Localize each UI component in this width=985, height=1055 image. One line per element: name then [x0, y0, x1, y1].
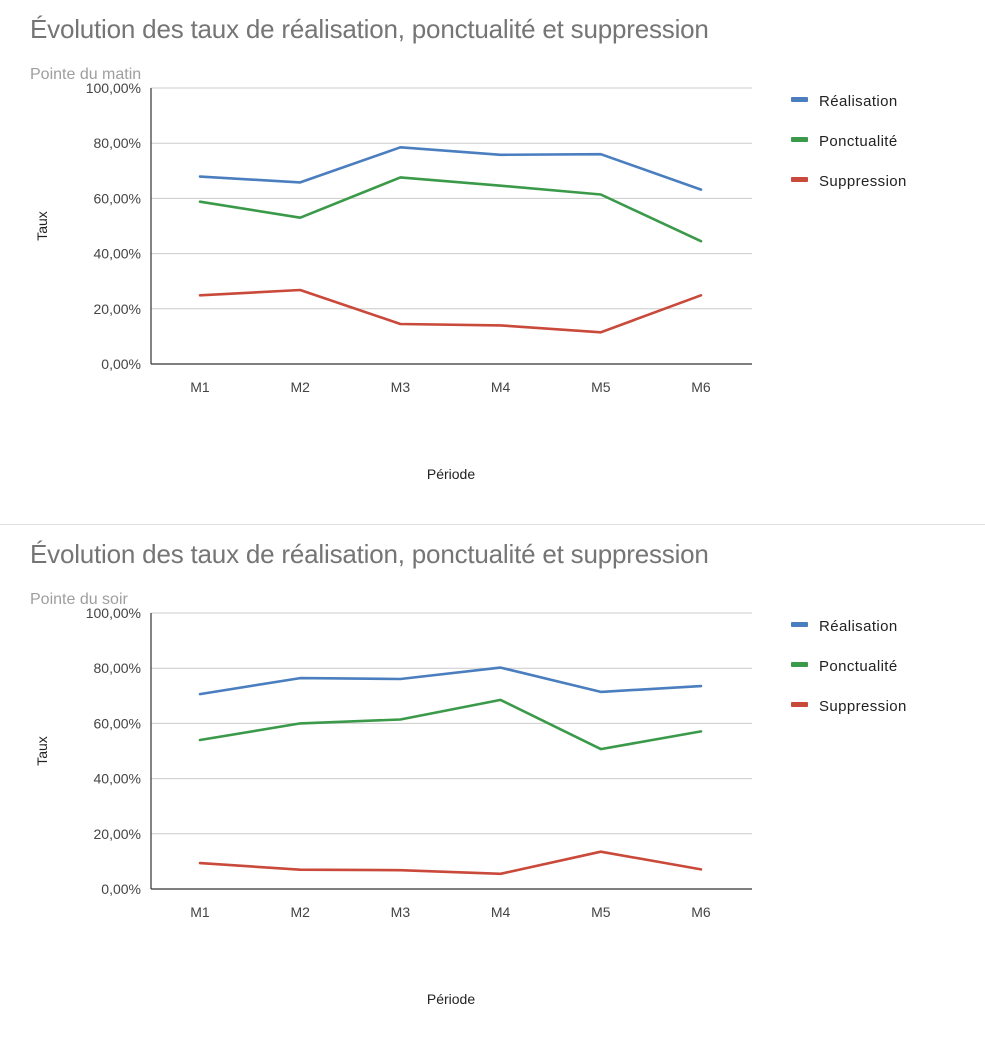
legend-item[interactable]: Suppression [791, 698, 907, 715]
x-axis-title: Période [427, 466, 475, 482]
y-tick-label: 20,00% [94, 826, 141, 842]
x-tick-label: M5 [591, 379, 611, 395]
chart-subtitle: Pointe du matin [30, 66, 142, 83]
series-line-suppression [198, 288, 703, 334]
legend-item[interactable]: Ponctualité [791, 133, 898, 150]
series-line-réalisation [198, 146, 703, 191]
y-tick-label: 60,00% [94, 715, 141, 731]
legend-label: Réalisation [819, 618, 898, 635]
legend-swatch [791, 177, 808, 182]
x-tick-label: M4 [491, 904, 511, 920]
legend-item[interactable]: Suppression [791, 173, 907, 190]
y-tick-label: 60,00% [94, 190, 141, 206]
y-tick-label: 40,00% [94, 246, 141, 262]
y-tick-label: 40,00% [94, 771, 141, 787]
legend-label: Suppression [819, 698, 907, 715]
x-tick-label: M5 [591, 904, 611, 920]
legend-swatch [791, 622, 808, 627]
x-tick-label: M3 [391, 379, 411, 395]
line-chart-morning: 0,00% 20,00% 40,00% 60,00% 80,00% 100,00% M1 M2… [34, 80, 907, 482]
series-line-suppression [198, 850, 703, 876]
legend-swatch [791, 97, 808, 102]
panel-divider [0, 524, 985, 525]
y-tick-label: 100,00% [86, 80, 141, 96]
chart-title: Évolution des taux de réalisation, ponct… [30, 539, 709, 569]
legend-label: Ponctualité [819, 658, 898, 675]
legend-label: Ponctualité [819, 133, 898, 150]
x-tick-label: M4 [491, 379, 511, 395]
legend-item[interactable]: Réalisation [791, 618, 898, 635]
legend-item[interactable]: Réalisation [791, 93, 898, 110]
legend-swatch [791, 662, 808, 667]
legend-item[interactable]: Ponctualité [791, 658, 898, 675]
y-tick-label: 0,00% [101, 881, 141, 897]
chart-subtitle: Pointe du soir [30, 591, 128, 608]
x-tick-label: M6 [691, 379, 711, 395]
chart-title: Évolution des taux de réalisation, ponct… [30, 14, 709, 44]
y-axis-title: Taux [34, 736, 50, 766]
y-axis-title: Taux [34, 211, 50, 241]
legend-swatch [791, 702, 808, 707]
series-line-réalisation [198, 666, 703, 696]
x-tick-label: M3 [391, 904, 411, 920]
y-tick-label: 20,00% [94, 301, 141, 317]
y-tick-label: 80,00% [94, 660, 141, 676]
series-line-ponctualité [198, 176, 703, 243]
legend-label: Réalisation [819, 93, 898, 110]
x-tick-label: M6 [691, 904, 711, 920]
chart-panel-morning: Évolution des taux de réalisation, ponct… [0, 0, 985, 524]
x-axis-title: Période [427, 991, 475, 1007]
x-tick-label: M2 [290, 379, 310, 395]
x-tick-label: M2 [290, 904, 310, 920]
series-line-ponctualité [198, 698, 703, 751]
y-tick-label: 0,00% [101, 356, 141, 372]
legend-label: Suppression [819, 173, 907, 190]
legend-swatch [791, 137, 808, 142]
line-chart-evening: 0,00% 20,00% 40,00% 60,00% 80,00% 100,00% M1 M2… [34, 605, 907, 1007]
y-tick-label: 100,00% [86, 605, 141, 621]
x-tick-label: M1 [190, 379, 210, 395]
chart-panel-evening: Évolution des taux de réalisation, ponct… [0, 525, 985, 1055]
x-tick-label: M1 [190, 904, 210, 920]
y-tick-label: 80,00% [94, 135, 141, 151]
